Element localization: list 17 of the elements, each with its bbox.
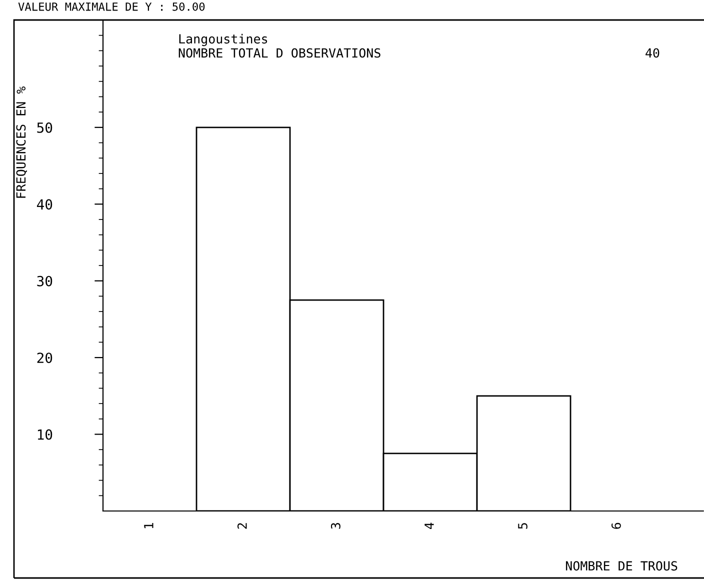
y-tick-label: 20 <box>37 352 52 364</box>
chart-subtitle: VALEUR MAXIMALE DE Y : 50.00 <box>18 2 205 11</box>
annotation: 40 <box>646 48 660 58</box>
y-tick-label: 10 <box>38 429 52 440</box>
y-tick-label: 40 <box>36 199 52 210</box>
annotation: NOMBRE TOTAL D OBSERVATIONS <box>178 48 380 58</box>
x-tick-label: 6 <box>611 522 621 529</box>
text: Langoustines <box>179 34 268 46</box>
x-axis-title: NOMBRE DE TROUS <box>566 561 678 571</box>
x-tick-label: 3 <box>330 523 340 529</box>
x-tick-label: 4 <box>424 522 434 530</box>
x-tick-label: 1 <box>144 522 154 528</box>
x-tick-label: 5 <box>518 523 528 529</box>
y-tick-label: 30 <box>37 276 52 286</box>
y-axis-title: FREQUENCES EN % <box>16 86 28 198</box>
x-tick-label: 2 <box>237 523 247 529</box>
y-tick-label: 50 <box>37 122 52 133</box>
